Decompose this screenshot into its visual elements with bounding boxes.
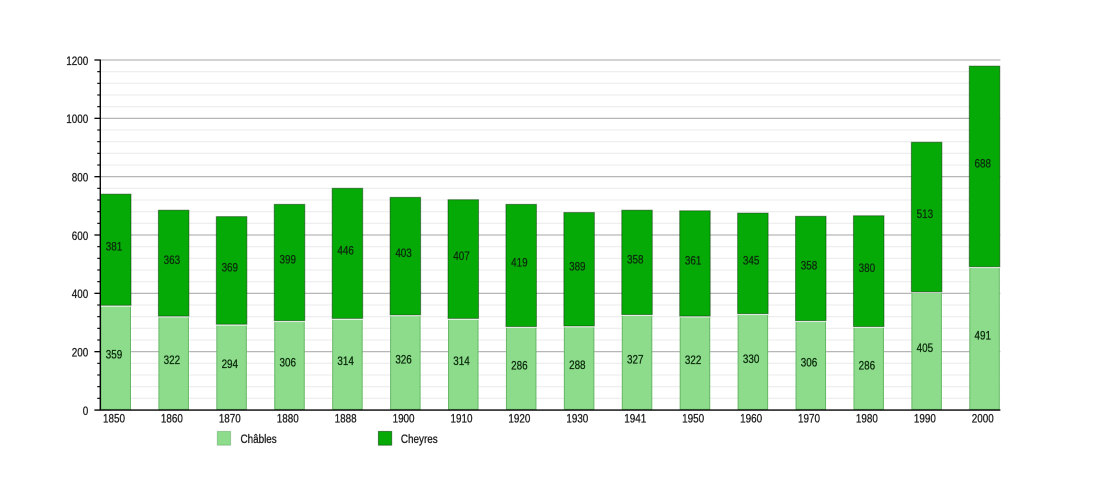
svg-text:1860: 1860 — [161, 413, 183, 426]
svg-text:1990: 1990 — [914, 413, 936, 426]
svg-text:1930: 1930 — [566, 413, 588, 426]
svg-text:513: 513 — [917, 208, 933, 221]
svg-text:1850: 1850 — [103, 413, 125, 426]
svg-text:326: 326 — [395, 354, 411, 367]
svg-text:363: 363 — [164, 254, 180, 267]
svg-text:419: 419 — [511, 257, 527, 270]
svg-text:1200: 1200 — [66, 55, 88, 68]
svg-text:403: 403 — [395, 247, 411, 260]
svg-text:1910: 1910 — [450, 413, 472, 426]
svg-text:358: 358 — [801, 260, 817, 273]
svg-text:361: 361 — [685, 255, 701, 268]
svg-text:314: 314 — [337, 355, 353, 368]
svg-text:1870: 1870 — [219, 413, 241, 426]
svg-text:1960: 1960 — [740, 413, 762, 426]
svg-text:407: 407 — [453, 250, 469, 263]
svg-text:381: 381 — [106, 241, 122, 254]
svg-text:1980: 1980 — [856, 413, 878, 426]
svg-text:330: 330 — [743, 353, 759, 366]
svg-text:1000: 1000 — [66, 113, 88, 126]
svg-text:1900: 1900 — [393, 413, 415, 426]
svg-text:286: 286 — [511, 359, 527, 372]
svg-text:380: 380 — [859, 262, 875, 275]
svg-text:399: 399 — [279, 254, 295, 267]
svg-text:1950: 1950 — [682, 413, 704, 426]
svg-text:322: 322 — [164, 354, 180, 367]
svg-text:1970: 1970 — [798, 413, 820, 426]
svg-text:1920: 1920 — [508, 413, 530, 426]
svg-text:288: 288 — [569, 359, 585, 372]
svg-text:306: 306 — [279, 356, 295, 369]
svg-text:400: 400 — [72, 288, 88, 301]
svg-text:446: 446 — [337, 244, 353, 257]
svg-text:306: 306 — [801, 356, 817, 369]
svg-text:800: 800 — [72, 172, 88, 185]
svg-text:1880: 1880 — [277, 413, 299, 426]
svg-text:0: 0 — [83, 405, 88, 418]
svg-text:345: 345 — [743, 255, 759, 268]
svg-text:600: 600 — [72, 230, 88, 243]
svg-text:358: 358 — [627, 253, 643, 266]
svg-text:314: 314 — [453, 355, 469, 368]
svg-text:327: 327 — [627, 353, 643, 366]
svg-text:369: 369 — [222, 262, 238, 275]
svg-text:688: 688 — [975, 158, 991, 171]
svg-text:Châbles: Châbles — [241, 433, 278, 446]
svg-text:200: 200 — [72, 347, 88, 360]
svg-text:1888: 1888 — [335, 413, 357, 426]
svg-text:2000: 2000 — [972, 413, 994, 426]
svg-text:359: 359 — [106, 349, 122, 362]
svg-text:405: 405 — [917, 342, 933, 355]
svg-text:286: 286 — [859, 359, 875, 372]
svg-text:491: 491 — [975, 329, 991, 342]
svg-text:322: 322 — [685, 354, 701, 367]
svg-text:389: 389 — [569, 260, 585, 273]
svg-text:294: 294 — [222, 358, 238, 371]
svg-text:Cheyres: Cheyres — [401, 433, 438, 446]
svg-text:1941: 1941 — [624, 413, 646, 426]
